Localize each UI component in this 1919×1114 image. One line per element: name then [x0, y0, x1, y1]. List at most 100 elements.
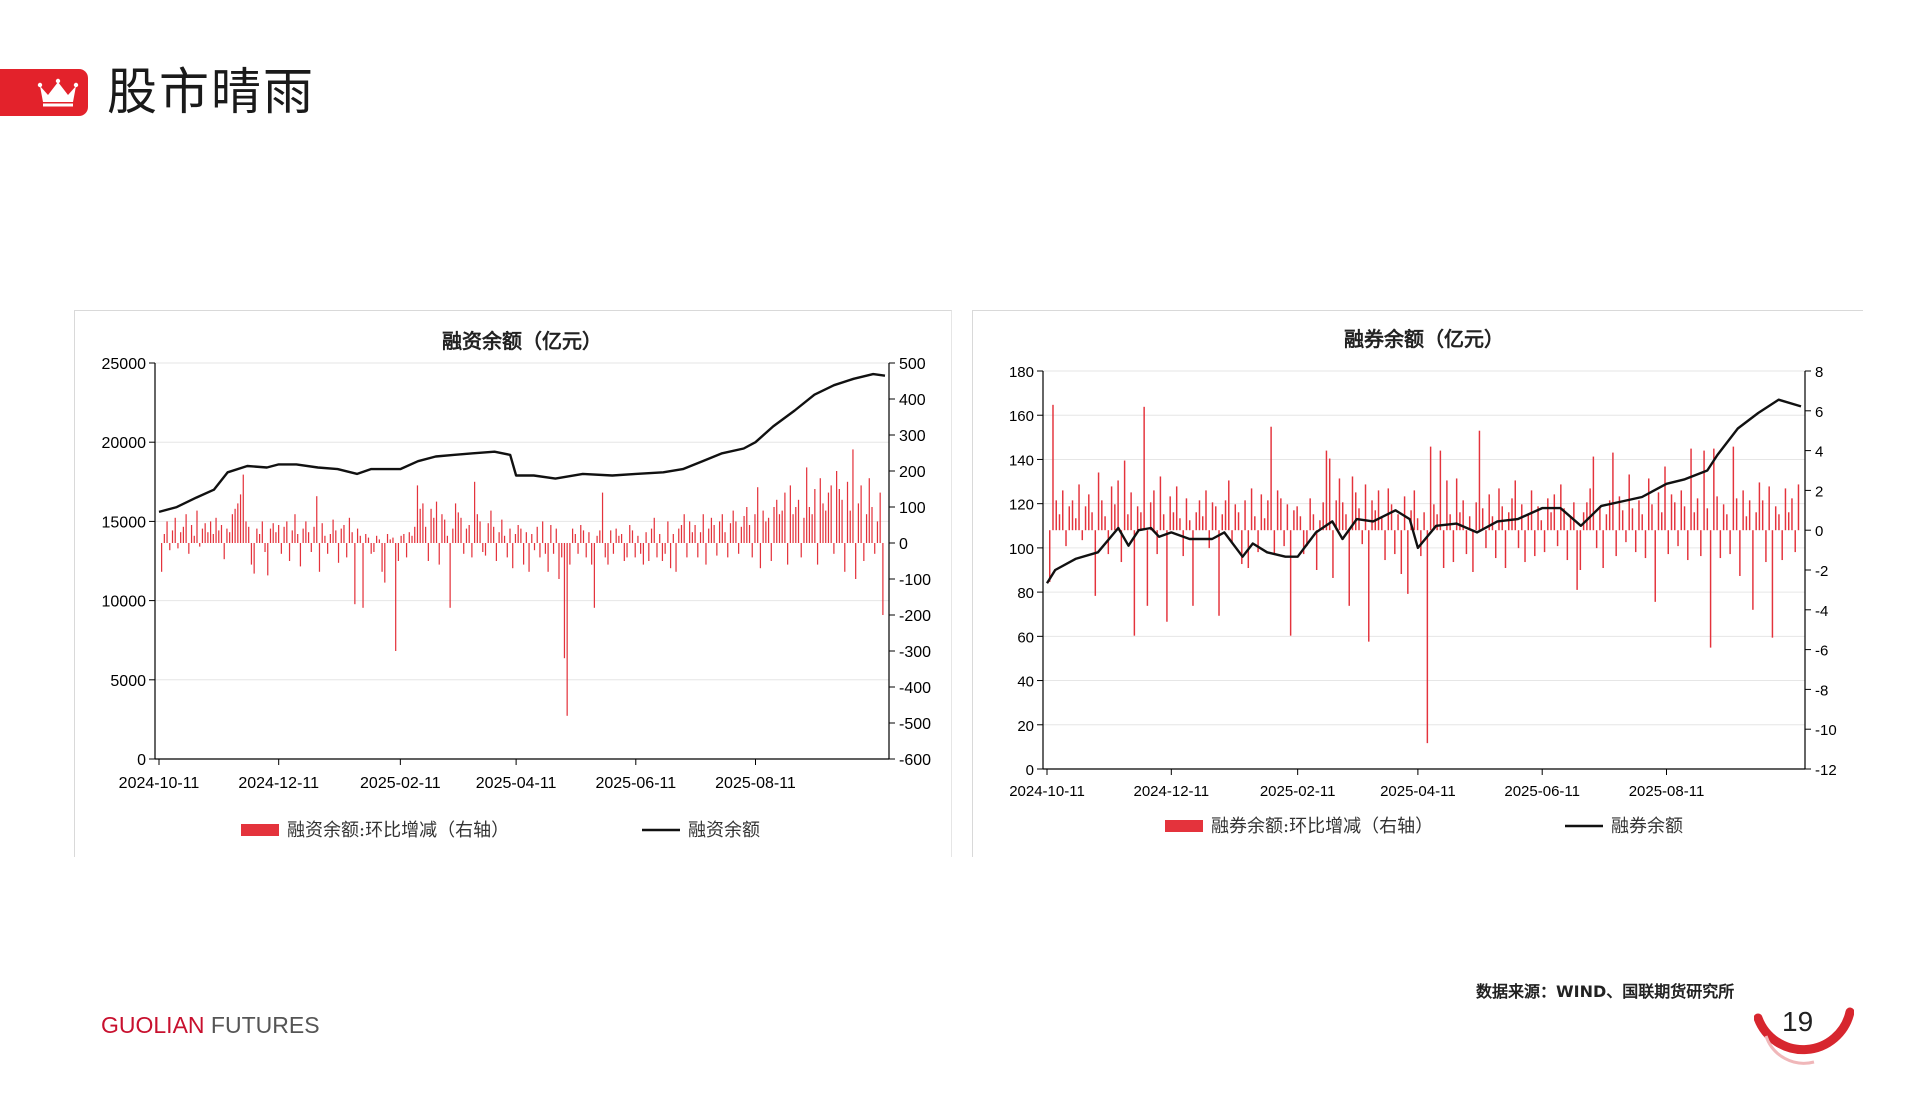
bar: [484, 543, 487, 556]
bar: [1423, 512, 1425, 531]
y-left-tick-label: 25000: [102, 356, 147, 373]
y-left-tick-label: 140: [1009, 452, 1034, 469]
bar: [389, 539, 391, 543]
bar: [1312, 514, 1315, 531]
bar: [1787, 512, 1790, 531]
bar: [1390, 504, 1393, 531]
bar: [1296, 506, 1298, 531]
bar: [1394, 530, 1396, 555]
bar: [1091, 512, 1093, 531]
bar: [1784, 488, 1787, 531]
bar: [1413, 490, 1416, 531]
y-left-tick-label: 60: [1017, 629, 1034, 646]
x-tick-label: 2024-12-11: [1133, 783, 1209, 800]
bar: [1602, 530, 1604, 569]
bar: [1556, 530, 1559, 547]
bar: [386, 534, 389, 543]
bar: [1657, 492, 1660, 531]
bar: [362, 543, 364, 608]
bar: [278, 525, 280, 543]
legend-label-line: 融券余额: [1611, 816, 1683, 837]
bar: [803, 517, 805, 543]
bar: [1202, 516, 1204, 531]
bar: [781, 510, 783, 543]
bar: [1384, 530, 1386, 561]
bar: [1114, 504, 1116, 531]
bar: [1700, 530, 1702, 557]
bar: [297, 534, 299, 543]
bar: [1101, 500, 1103, 531]
bar: [1615, 530, 1617, 557]
bar: [1729, 530, 1731, 555]
bar: [1638, 500, 1640, 531]
bar: [1703, 450, 1705, 531]
bar: [1771, 530, 1774, 638]
y-right-tick-label: 200: [899, 464, 926, 481]
bar: [209, 521, 212, 543]
bar: [629, 525, 631, 543]
bar: [1758, 482, 1761, 531]
bar: [171, 530, 174, 543]
bar: [1224, 500, 1227, 531]
bar: [1488, 494, 1490, 531]
bar: [1345, 514, 1347, 531]
bar: [1403, 496, 1406, 531]
bar: [1075, 518, 1077, 531]
bar: [1661, 512, 1663, 531]
bar: [740, 526, 742, 543]
bar: [1315, 530, 1318, 570]
bar: [242, 474, 244, 543]
bar: [1062, 490, 1064, 531]
bar: [1569, 516, 1572, 531]
bar: [806, 467, 808, 543]
bar: [182, 526, 184, 543]
y-right-tick-label: -6: [1815, 643, 1828, 660]
bar: [1267, 500, 1269, 531]
bar: [503, 535, 506, 543]
bar: [1159, 476, 1162, 531]
x-tick-label: 2025-02-11: [1260, 783, 1336, 800]
bar: [1433, 504, 1435, 531]
bar: [819, 478, 821, 543]
bar: [623, 543, 625, 561]
bar: [310, 543, 312, 552]
bar: [1468, 516, 1471, 531]
header-tab: [0, 69, 88, 116]
bar: [669, 543, 672, 569]
bar: [683, 514, 685, 543]
bar: [860, 485, 862, 543]
bar: [1273, 530, 1276, 555]
y-left-tick-label: 100: [1009, 541, 1034, 558]
bar: [1351, 476, 1354, 531]
y-right-tick-label: 0: [1815, 523, 1823, 540]
bar: [618, 535, 620, 543]
bar: [1439, 450, 1442, 531]
bar: [1501, 506, 1503, 531]
bar: [340, 528, 342, 543]
bar: [857, 503, 860, 543]
page-title: 股市晴雨: [107, 63, 315, 121]
bar: [1182, 530, 1184, 557]
bar: [1241, 530, 1243, 565]
legend-swatch-bar: [241, 824, 279, 836]
bar: [1237, 512, 1240, 531]
bar: [226, 528, 228, 543]
y-right-tick-label: -200: [899, 608, 931, 625]
bar: [1716, 496, 1718, 531]
bar: [264, 543, 266, 552]
bar: [650, 528, 653, 543]
bar: [626, 543, 628, 558]
bar: [874, 543, 876, 554]
bar: [836, 471, 838, 543]
bar: [1654, 530, 1656, 602]
bar: [1582, 512, 1585, 531]
bar: [580, 525, 582, 543]
bar: [1293, 510, 1295, 531]
bar: [1778, 514, 1780, 531]
bar: [713, 525, 715, 543]
bar: [1651, 504, 1653, 531]
bar: [648, 543, 650, 561]
bar: [1055, 500, 1057, 531]
bar: [395, 543, 397, 651]
bar: [286, 521, 288, 543]
